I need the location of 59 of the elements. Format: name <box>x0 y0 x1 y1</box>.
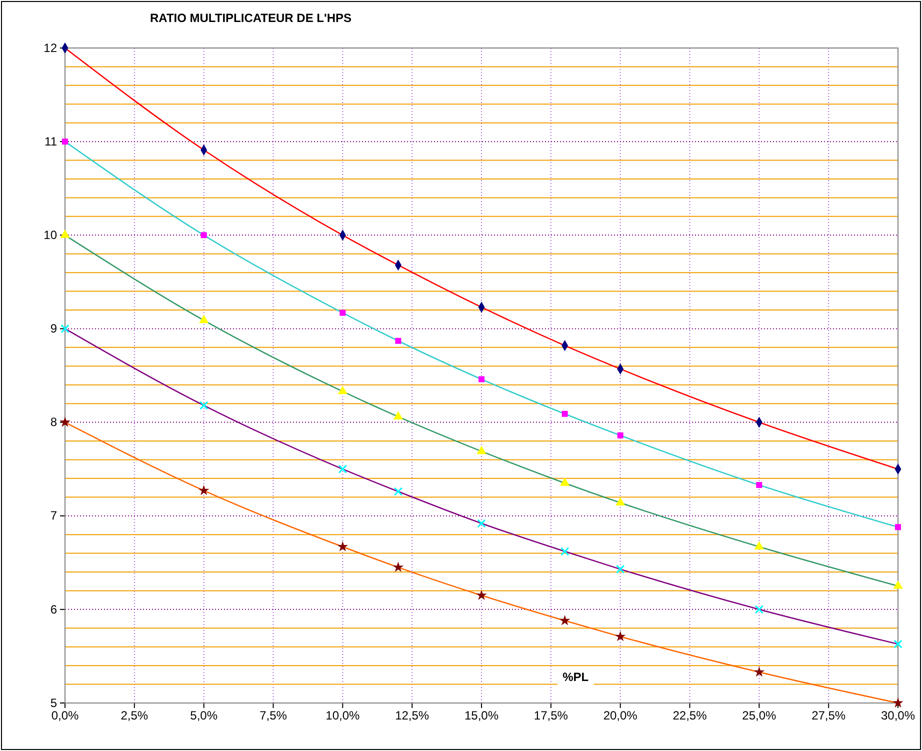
x-tick-label: 17,5% <box>534 708 568 723</box>
point <box>338 464 348 474</box>
point <box>200 232 207 238</box>
point <box>60 230 70 238</box>
point <box>614 630 626 642</box>
point <box>562 410 568 417</box>
point <box>395 338 402 344</box>
point <box>560 547 570 556</box>
x-tick-label: 20,0% <box>603 708 638 723</box>
point <box>394 487 403 496</box>
point <box>895 524 901 530</box>
point <box>198 484 210 496</box>
point <box>477 518 486 528</box>
point <box>560 478 570 486</box>
point <box>616 497 626 506</box>
point <box>476 590 487 600</box>
y-tick-label: 10 <box>44 228 58 242</box>
x-tick-label: 25,0% <box>742 708 777 723</box>
chart-title: RATIO MULTIPLICATEUR DE L'HPS <box>150 11 352 25</box>
point <box>476 446 486 454</box>
x-tick-label: 10,0% <box>326 708 360 723</box>
x-tick-label: 7,5% <box>260 708 288 723</box>
y-tick-label: 5 <box>50 696 58 710</box>
x-axis-title: %PL <box>562 670 589 684</box>
y-tick-label: 8 <box>50 415 58 430</box>
point <box>338 386 348 394</box>
point <box>62 138 68 145</box>
point <box>340 310 346 316</box>
y-tick-label: 7 <box>50 508 58 523</box>
point <box>894 640 902 648</box>
point <box>754 666 765 677</box>
x-tick-label: 12,5% <box>395 708 430 723</box>
y-tick-label: 9 <box>50 322 58 336</box>
y-tick-label: 11 <box>44 134 58 148</box>
x-tick-label: 5,0% <box>190 708 218 723</box>
x-tick-label: 30,0% <box>880 708 916 723</box>
point <box>617 432 624 438</box>
y-tick-label: 6 <box>50 602 58 616</box>
point <box>559 614 570 626</box>
point <box>754 605 764 614</box>
x-tick-label: 2,5% <box>120 708 148 723</box>
point <box>60 324 70 334</box>
point <box>60 416 70 427</box>
x-tick-label: 22,5% <box>672 708 708 723</box>
point <box>892 697 904 708</box>
point <box>337 541 348 552</box>
y-tick-label: 12 <box>44 40 58 55</box>
point <box>756 482 762 488</box>
x-tick-label: 15,0% <box>464 708 499 723</box>
point <box>616 564 625 574</box>
x-tick-label: 27,5% <box>812 708 846 723</box>
point <box>392 562 404 572</box>
point <box>199 401 208 410</box>
point <box>393 411 404 420</box>
point <box>754 541 764 550</box>
point <box>478 376 484 382</box>
point <box>199 314 209 324</box>
x-tick-label: 0,0% <box>51 708 79 723</box>
point <box>893 580 903 589</box>
